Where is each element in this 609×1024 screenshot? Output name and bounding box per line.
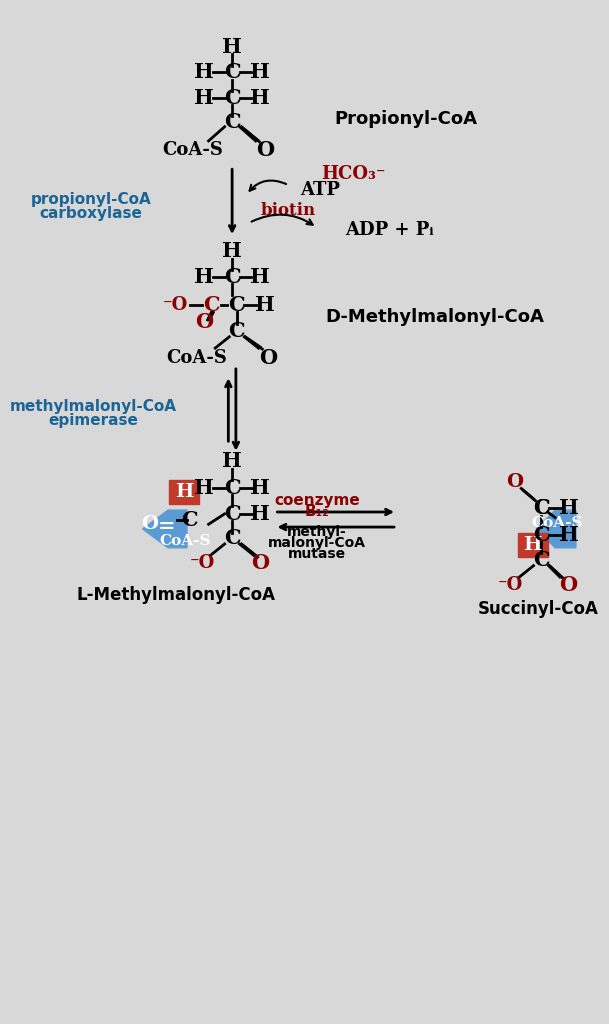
Text: C: C [533, 550, 549, 570]
Text: C: C [533, 499, 549, 518]
Text: HCO₃⁻: HCO₃⁻ [322, 165, 386, 183]
Text: C: C [224, 112, 241, 132]
Text: Propionyl-CoA: Propionyl-CoA [335, 111, 478, 128]
FancyBboxPatch shape [518, 532, 547, 557]
Text: H: H [222, 241, 242, 261]
Text: methyl-: methyl- [287, 524, 347, 539]
Text: CoA-S: CoA-S [162, 141, 223, 160]
Text: CoA-S: CoA-S [531, 516, 583, 530]
FancyBboxPatch shape [169, 480, 199, 505]
Text: H: H [523, 536, 542, 554]
Text: C: C [228, 295, 245, 314]
Text: H: H [194, 62, 214, 82]
Text: H: H [250, 88, 270, 108]
Text: C: C [203, 295, 220, 314]
Text: H: H [175, 483, 193, 501]
Text: C: C [224, 88, 241, 108]
Text: H: H [255, 295, 275, 314]
Text: H: H [194, 266, 214, 287]
Text: O: O [259, 347, 277, 368]
Text: H: H [250, 266, 270, 287]
Text: H: H [222, 37, 242, 56]
Text: O: O [256, 140, 274, 161]
Text: H: H [250, 477, 270, 498]
Text: C: C [533, 499, 549, 518]
Text: methylmalonyl-CoA: methylmalonyl-CoA [10, 399, 177, 414]
Text: H: H [250, 504, 270, 524]
Text: O: O [141, 515, 158, 534]
Text: ADP + Pᵢ: ADP + Pᵢ [345, 221, 434, 240]
Text: C: C [224, 266, 241, 287]
Text: H: H [560, 524, 579, 545]
Text: ⁻O: ⁻O [189, 554, 214, 571]
Text: O: O [559, 574, 577, 595]
Text: coenzyme: coenzyme [274, 494, 360, 508]
Text: malonyl-CoA: malonyl-CoA [268, 537, 366, 550]
Text: C: C [533, 524, 549, 545]
Text: B₁₂: B₁₂ [304, 505, 329, 519]
Text: ATP: ATP [300, 181, 340, 199]
Text: Succinyl-CoA: Succinyl-CoA [478, 600, 599, 618]
Text: C: C [224, 477, 241, 498]
Text: H: H [560, 499, 579, 518]
Text: H: H [222, 452, 242, 471]
Text: carboxylase: carboxylase [40, 206, 143, 221]
Text: ⁻O: ⁻O [498, 575, 523, 594]
Text: biotin: biotin [261, 202, 315, 219]
Text: L-Methylmalonyl-CoA: L-Methylmalonyl-CoA [76, 586, 275, 604]
Polygon shape [143, 510, 187, 548]
Text: C: C [224, 62, 241, 82]
Polygon shape [537, 510, 576, 548]
Text: CoA-S: CoA-S [160, 535, 211, 548]
Text: mutase: mutase [288, 548, 346, 561]
Text: ⁻O: ⁻O [163, 296, 188, 313]
Text: O: O [195, 311, 213, 332]
Text: H: H [194, 88, 214, 108]
Text: propionyl-CoA: propionyl-CoA [30, 191, 151, 207]
Text: D-Methylmalonyl-CoA: D-Methylmalonyl-CoA [325, 308, 544, 326]
Text: =: = [157, 516, 175, 537]
Text: H: H [194, 477, 214, 498]
Text: C: C [224, 504, 241, 524]
Text: O: O [506, 473, 523, 490]
Text: C: C [224, 528, 241, 549]
Text: H: H [250, 62, 270, 82]
Text: epimerase: epimerase [49, 413, 139, 428]
Text: O: O [252, 553, 269, 572]
Text: C: C [181, 510, 198, 529]
Text: C: C [228, 322, 245, 341]
Text: CoA-S: CoA-S [166, 348, 227, 367]
